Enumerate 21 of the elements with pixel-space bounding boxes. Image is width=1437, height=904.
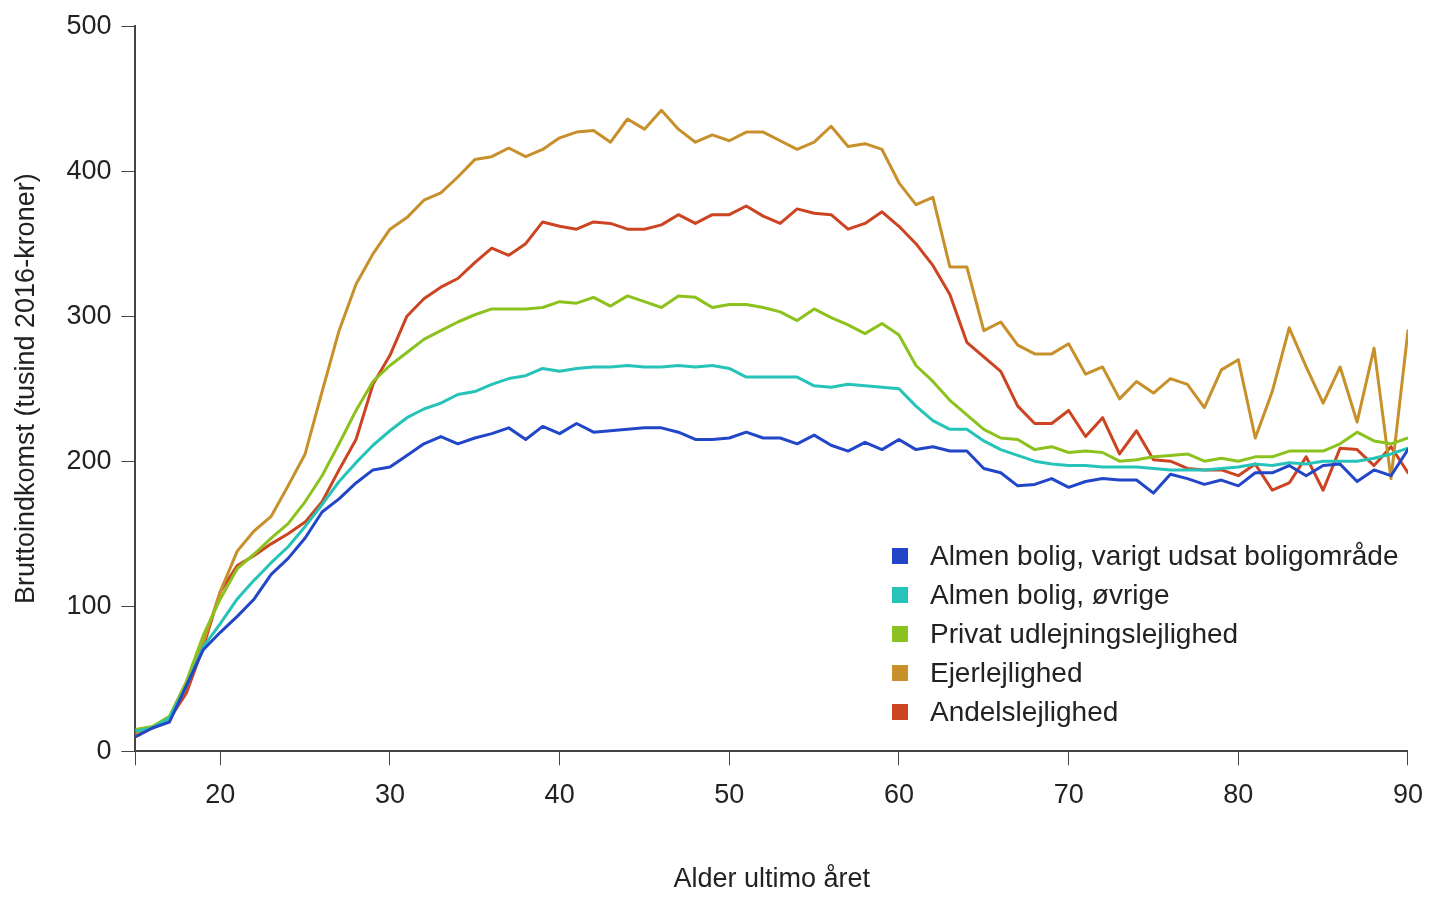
legend-label: Privat udlejningslejlighed: [929, 617, 1239, 652]
legend-label: Andelslejlighed: [929, 695, 1119, 730]
y-tick-label: 100: [66, 589, 112, 620]
x-tick-label: 90: [1392, 778, 1424, 809]
x-tick-label: 80: [1223, 778, 1254, 809]
y-tick-label: 200: [66, 444, 112, 475]
y-tick-label: 500: [66, 9, 112, 40]
y-tick-label: 400: [66, 154, 112, 185]
x-tick-label: 20: [205, 778, 236, 809]
x-tick-label: 50: [714, 778, 745, 809]
y-tick-label: 300: [66, 299, 112, 330]
y-tick-label: 0: [96, 734, 112, 765]
x-tick-label: 40: [544, 778, 575, 809]
legend-label: Almen bolig, varigt udsat boligområde: [929, 539, 1399, 574]
x-tick-label: 70: [1053, 778, 1084, 809]
x-tick-label: 30: [374, 778, 405, 809]
y-axis-title: Bruttoindkomst (tusind 2016-kroner): [9, 173, 40, 605]
x-tick-label: 60: [883, 778, 914, 809]
legend-label: Ejerlejlighed: [929, 656, 1083, 691]
legend-label: Almen bolig, øvrige: [929, 578, 1170, 613]
x-axis-title: Alder ultimo året: [673, 863, 871, 894]
